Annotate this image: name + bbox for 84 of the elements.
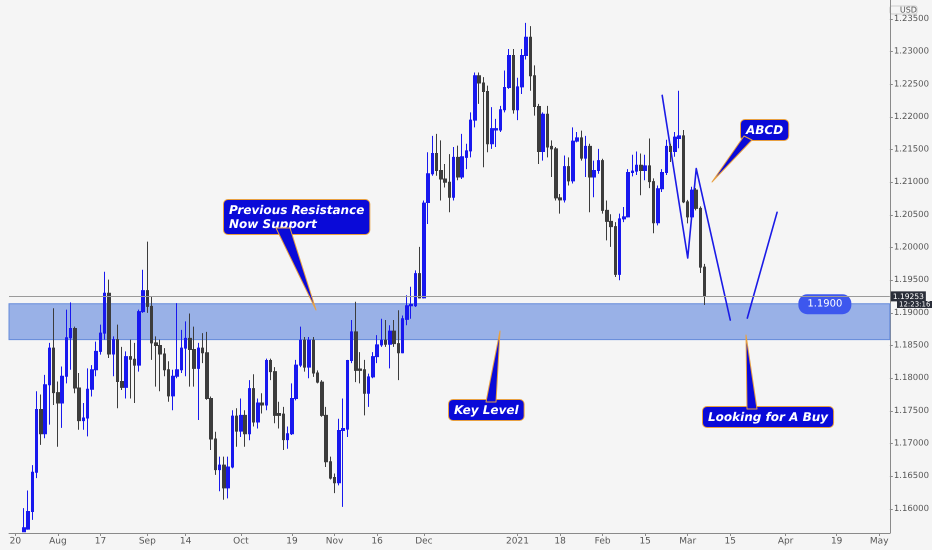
candlestick xyxy=(197,342,200,420)
x-tick-label: 15 xyxy=(724,536,736,546)
x-tick-label: 19 xyxy=(286,536,298,546)
x-tick-label: 14 xyxy=(180,536,192,546)
y-tick-label: 1.23500 xyxy=(894,14,930,24)
candlestick xyxy=(256,398,260,429)
candlestick xyxy=(39,394,43,446)
candlestick xyxy=(571,126,575,184)
candlestick xyxy=(690,186,694,219)
candlestick xyxy=(354,301,358,383)
band-label: 1.1900 xyxy=(807,298,842,310)
candlestick xyxy=(563,154,566,203)
candlestick xyxy=(252,374,255,428)
candlestick xyxy=(588,143,592,213)
x-tick-label: Apr xyxy=(778,536,794,546)
candlestick xyxy=(384,320,387,348)
x-tick-label: Sep xyxy=(138,536,156,546)
candlestick xyxy=(512,48,515,114)
candlestick xyxy=(124,350,128,399)
candlestick xyxy=(460,133,464,180)
y-tick-label: 1.23000 xyxy=(894,46,930,57)
candlestick xyxy=(669,143,672,162)
annotation: Key Level xyxy=(454,403,520,417)
candlestick xyxy=(107,279,111,358)
candlestick xyxy=(218,456,221,492)
candlestick xyxy=(303,336,306,372)
candlestick xyxy=(129,339,132,399)
annotation: ABCD xyxy=(745,123,784,137)
candlestick xyxy=(456,145,460,181)
x-tick-label: Feb xyxy=(594,536,611,546)
x-tick-label: 19 xyxy=(830,536,843,546)
y-tick-label: 1.16500 xyxy=(894,471,930,482)
candlestick xyxy=(541,112,545,162)
candlestick xyxy=(452,146,455,202)
y-tick-label: 1.18500 xyxy=(894,340,930,351)
y-tick-label: 1.21500 xyxy=(894,144,930,155)
y-tick-label: 1.20500 xyxy=(894,210,930,220)
y-tick-label: 1.19000 xyxy=(894,308,930,318)
x-tick-label: Dec xyxy=(415,536,433,546)
x-tick-label: Mar xyxy=(679,536,697,546)
x-tick-label: 20 xyxy=(10,536,22,546)
x-tick-label: Oct xyxy=(233,536,250,546)
candlestick xyxy=(158,339,162,392)
candlestick xyxy=(222,456,226,500)
candlestick xyxy=(307,336,311,379)
x-tick-label: 18 xyxy=(554,536,566,546)
candlestick xyxy=(388,324,392,369)
candlestick xyxy=(580,130,583,162)
candlestick xyxy=(490,106,494,150)
candlestick xyxy=(133,342,136,404)
y-tick-label: 1.22000 xyxy=(894,112,930,122)
y-tick-label: 1.19500 xyxy=(894,275,930,286)
candlestick xyxy=(584,135,587,178)
candlestick xyxy=(265,358,268,411)
y-tick-label: 1.22500 xyxy=(894,79,930,90)
x-tick-label: 16 xyxy=(371,536,384,546)
y-tick-label: 1.18000 xyxy=(894,373,930,384)
candlestick xyxy=(639,153,643,196)
annotation: Looking for A Buy xyxy=(708,410,830,424)
y-axis-title: USD xyxy=(900,6,917,14)
candlestick xyxy=(243,410,247,448)
candlestick xyxy=(260,392,264,414)
candlestick xyxy=(235,408,238,448)
candlestick xyxy=(418,246,421,300)
candlestick xyxy=(112,336,115,377)
candlestick xyxy=(643,154,647,181)
candlestick xyxy=(635,151,638,176)
y-tick-label: 1.16000 xyxy=(894,504,930,514)
x-tick-label: May xyxy=(870,536,890,546)
x-tick-label: 2021 xyxy=(506,536,529,546)
candlestick xyxy=(248,380,251,441)
y-tick-label: 1.17500 xyxy=(894,406,930,416)
candlestick xyxy=(567,156,570,186)
x-tick-label: 17 xyxy=(94,536,106,546)
candlestick xyxy=(239,398,243,438)
x-tick-label: Aug xyxy=(49,536,67,546)
candlestick xyxy=(188,313,192,388)
y-tick-label: 1.17000 xyxy=(894,438,930,449)
x-tick-label: 15 xyxy=(639,536,651,546)
line-series xyxy=(661,94,732,321)
x-tick-label: Nov xyxy=(326,536,344,546)
y-tick-label: 1.21000 xyxy=(894,177,930,188)
candlestick xyxy=(184,320,187,377)
y-tick-label: 1.20000 xyxy=(894,242,930,253)
